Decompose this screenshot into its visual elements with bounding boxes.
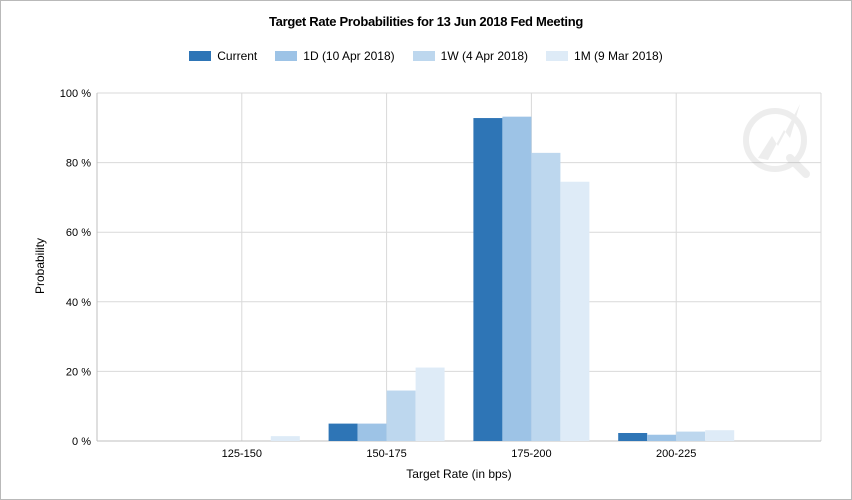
bars — [270, 116, 735, 442]
bar[interactable] — [676, 431, 706, 441]
grid — [96, 92, 822, 442]
bar[interactable] — [502, 116, 532, 441]
legend-swatch-1m — [546, 51, 569, 61]
bar[interactable] — [270, 436, 300, 441]
legend: Current 1D (10 Apr 2018) 1W (4 Apr 2018)… — [0, 49, 852, 63]
legend-label-current: Current — [217, 49, 258, 63]
legend-item-current[interactable]: Current — [189, 49, 257, 63]
legend-item-1m[interactable]: 1M (9 Mar 2018) — [546, 49, 663, 63]
bar[interactable] — [531, 152, 561, 441]
legend-label-1d: 1D (10 Apr 2018) — [303, 49, 395, 63]
legend-swatch-current — [189, 51, 212, 61]
watermark-logo-icon — [743, 104, 810, 178]
y-tick-label: 100 % — [60, 88, 91, 100]
bar[interactable] — [415, 367, 445, 441]
legend-item-1d[interactable]: 1D (10 Apr 2018) — [275, 49, 395, 63]
bar[interactable] — [328, 423, 358, 441]
legend-item-1w[interactable]: 1W (4 Apr 2018) — [412, 49, 529, 63]
bar[interactable] — [386, 390, 416, 441]
x-tick-label: 150-175 — [366, 448, 406, 460]
y-tick-label: 20 % — [66, 366, 91, 378]
x-axis-label: Target Rate (in bps) — [406, 467, 511, 481]
chart-title: Target Rate Probabilities for 13 Jun 201… — [268, 14, 583, 29]
legend-label-1w: 1W (4 Apr 2018) — [440, 49, 529, 63]
bar[interactable] — [560, 181, 590, 442]
bar[interactable] — [705, 430, 735, 441]
bar[interactable] — [647, 434, 677, 441]
bar[interactable] — [618, 432, 648, 441]
y-axis-ticks: 0 % 20 % 40 % 60 % 80 % 100 % — [60, 88, 91, 448]
bar[interactable] — [357, 423, 387, 441]
y-tick-label: 40 % — [66, 297, 91, 309]
y-axis-label: Probability — [33, 238, 47, 294]
x-tick-label: 125-150 — [222, 448, 262, 460]
y-tick-label: 0 % — [72, 436, 91, 448]
bar[interactable] — [473, 118, 503, 441]
legend-label-1m: 1M (9 Mar 2018) — [574, 49, 663, 63]
legend-swatch-1w — [412, 51, 435, 61]
legend-swatch-1d — [275, 51, 298, 61]
x-tick-label: 175-200 — [511, 448, 551, 460]
x-axis-ticks: 125-150 150-175 175-200 200-225 — [222, 448, 697, 460]
x-tick-label: 200-225 — [656, 448, 696, 460]
y-tick-label: 80 % — [66, 158, 91, 170]
y-tick-label: 60 % — [66, 227, 91, 239]
